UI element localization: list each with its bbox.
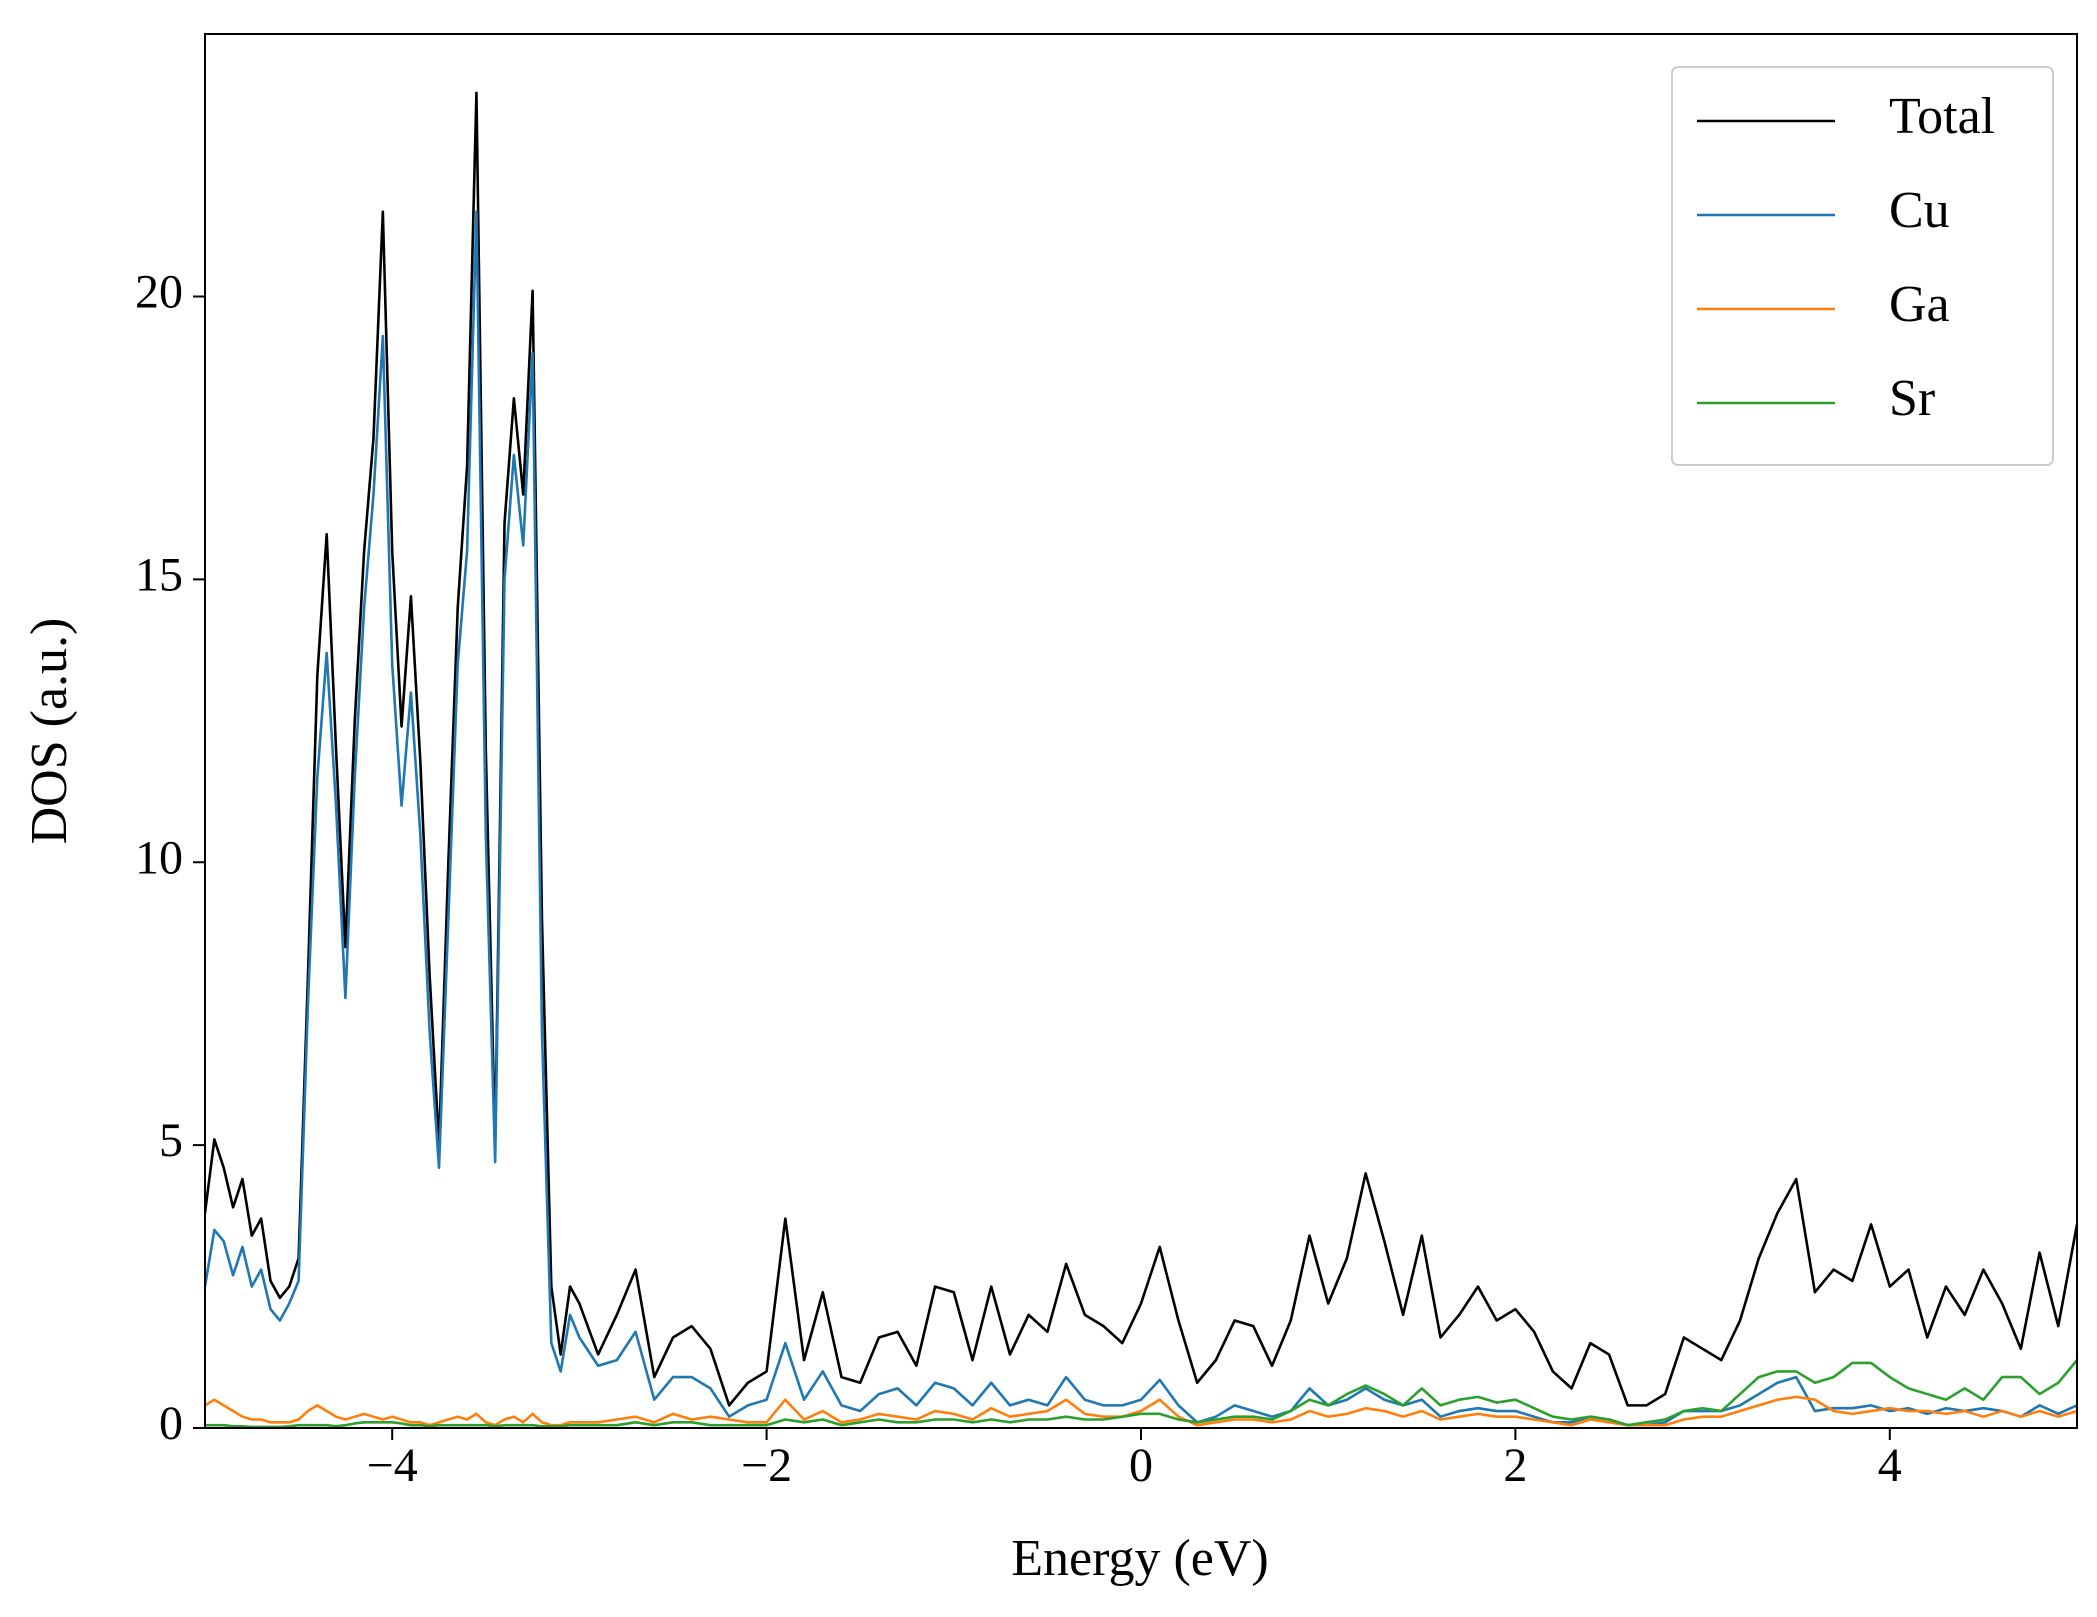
y-tick-label: 5 [159,1114,183,1167]
y-axis-label: DOS (a.u.) [21,618,78,845]
legend-label: Cu [1889,182,1950,239]
x-axis-label: Energy (eV) [1011,1530,1269,1587]
series-line [205,91,2077,1407]
legend-label: Total [1889,88,1995,145]
series-line [205,210,2077,1427]
y-tick-label: 20 [135,266,183,319]
y-tick-label: 15 [135,548,183,601]
x-tick-label: −2 [741,1439,792,1492]
legend-label: Sr [1889,370,1935,427]
legend-label: Ga [1889,276,1950,333]
x-tick-label: −4 [367,1439,418,1492]
series-line [205,1359,2077,1428]
plot-frame [204,33,2078,1429]
x-tick-label: 2 [1503,1439,1527,1492]
x-tick-label: 4 [1878,1439,1902,1492]
x-tick-label: 0 [1129,1439,1153,1492]
y-tick-label: 0 [159,1397,183,1450]
plot-lines [205,91,2077,1428]
y-tick-label: 10 [135,831,183,884]
legend-box [1671,66,2054,466]
series-line [205,1395,2077,1427]
